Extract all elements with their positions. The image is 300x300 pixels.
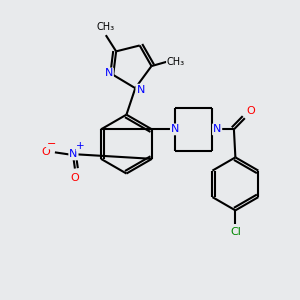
Text: N: N [213,124,221,134]
Text: N: N [69,149,78,159]
Text: Cl: Cl [230,226,241,237]
Text: CH₃: CH₃ [167,57,185,67]
Text: +: + [76,141,85,151]
Text: O: O [70,173,79,183]
Text: O: O [246,106,255,116]
Text: O: O [42,147,50,158]
Text: CH₃: CH₃ [97,22,115,32]
Text: −: − [46,139,56,149]
Text: N: N [136,85,145,94]
Text: N: N [171,124,179,134]
Text: N: N [105,68,113,78]
